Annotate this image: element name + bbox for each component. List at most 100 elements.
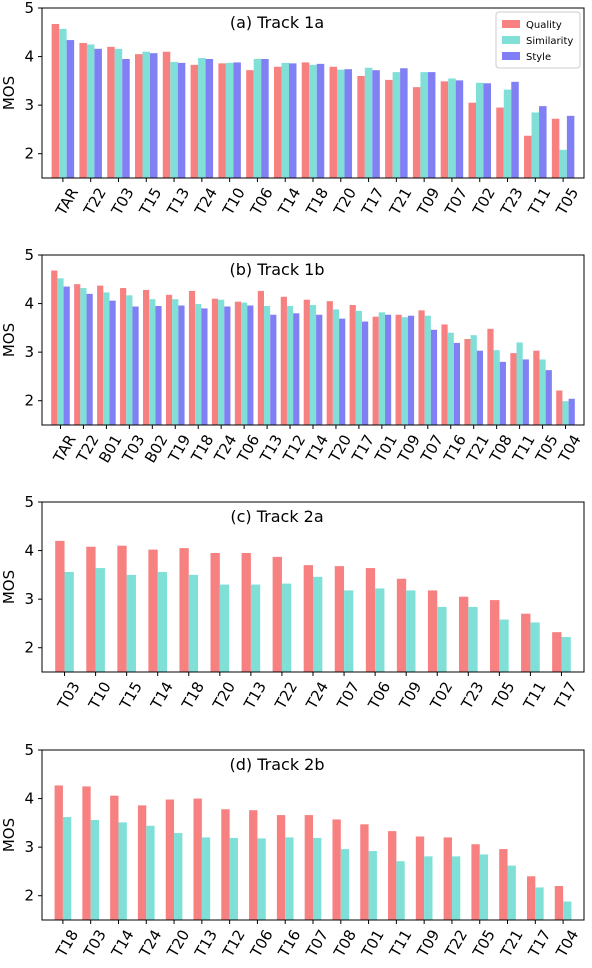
bar-quality-t09 [396,578,407,672]
bar-style-t01 [384,314,392,425]
legend-label-style: Style [526,52,551,63]
bar-style-t02 [483,83,491,178]
bar-quality-t06 [249,810,258,920]
x-tick-label: T18 [187,432,217,466]
bar-quality-t22 [79,42,87,178]
x-tick-label: T07 [302,927,332,961]
x-tick-label: T03 [107,185,137,219]
bar-similarity-t24 [198,58,206,178]
y-tick-label: 5 [24,0,34,17]
bar-similarity-t18 [188,574,199,672]
x-tick-label: TAR [52,185,82,220]
bar-similarity-t14 [281,62,289,178]
bar-similarity-t07 [448,78,456,178]
bar-similarity-b01 [103,292,110,425]
x-tick-label: T10 [219,185,249,219]
bar-similarity-t09 [401,317,408,425]
x-tick-label: T22 [271,679,301,713]
x-tick-label: T02 [426,679,456,713]
x-tick-label: T01 [371,432,401,466]
bar-similarity-t13 [201,837,211,920]
chart-panel-4: 2 3 4 5 MOS T18T03T14T24T20T13T12T06T16T07T08… [0,741,585,961]
x-tick-label: T22 [72,432,102,466]
bar-quality-t04 [556,390,563,425]
x-tick-label: T09 [413,927,443,961]
bar-similarity-t19 [172,299,179,425]
bar-style-t21 [400,68,408,178]
bar-style-t13 [177,62,186,178]
bar-quality-t20 [210,553,220,672]
bar-quality-t21 [385,79,393,178]
bar-similarity-t05 [499,619,509,672]
y-tick-label: 3 [24,96,34,114]
bar-quality-t17 [526,876,536,920]
x-tick-label: B01 [95,432,125,466]
bar-similarity-t06 [253,59,262,178]
bar-style-t22 [94,48,102,178]
x-tick-label: T06 [364,679,394,713]
x-tick-label: T20 [325,432,355,466]
bar-quality-t18 [301,62,310,178]
x-tick-label: T11 [509,432,539,466]
x-tick-label: T07 [333,679,363,713]
x-tick-label: T17 [524,927,554,961]
bar-quality-t05 [533,350,540,425]
bar-similarity-t11 [396,861,405,920]
legend-label-similarity: Similarity [526,36,573,47]
bar-similarity-t06 [375,588,385,672]
bar-quality-t17 [552,632,562,672]
bar-quality-t05 [471,844,480,920]
bar-quality-t20 [329,66,338,178]
y-tick-label: 4 [24,790,34,808]
bar-similarity-b02 [149,299,156,425]
bar-quality-t24 [211,298,219,425]
bar-style-t10 [233,62,241,178]
chart-panel-2: 2 3 4 5 MOS TART22B01T03B02T19T18T24T06T13T12… [0,246,585,466]
bar-quality-t07 [304,815,313,920]
bar-similarity-t17 [561,637,571,672]
x-tick-label: T11 [385,927,415,961]
bar-style-t22 [86,293,93,425]
bar-similarity-t22 [86,44,95,179]
bar-style-tar [66,40,75,179]
y-tick-label: 4 [24,295,34,313]
legend-swatch-similarity [502,36,520,44]
bar-quality-b01 [97,285,104,425]
legend-swatch-style [502,52,520,60]
bar-quality-t05 [490,600,500,672]
bar-quality-t15 [135,54,143,178]
x-tick-label: T05 [488,679,518,713]
bar-quality-t03 [82,786,91,920]
bar-style-t09 [427,72,436,178]
x-tick-label: T11 [524,185,554,219]
bar-similarity-t21 [470,335,477,425]
bar-quality-t12 [280,296,287,425]
x-tick-label: T07 [417,432,447,466]
bar-style-t04 [568,398,575,425]
x-tick-label: T03 [118,432,148,466]
bar-similarity-t08 [340,849,350,920]
x-tick-label: T15 [135,185,165,219]
bar-similarity-t09 [406,590,416,672]
bar-quality-t23 [458,596,469,672]
panel-title: (d) Track 2b [229,755,324,774]
bar-similarity-t17 [355,310,363,425]
bar-similarity-t03 [90,819,100,920]
bar-quality-t07 [418,310,425,425]
bar-style-t18 [316,63,325,178]
x-tick-label: T17 [358,185,388,219]
bar-style-t07 [455,80,464,178]
bar-similarity-t23 [468,606,478,672]
bar-quality-t06 [234,301,242,425]
x-tick-label: T18 [52,927,82,961]
x-tick-label: T04 [554,432,584,466]
bar-style-t09 [407,315,415,425]
bar-style-b02 [155,306,162,425]
bar-quality-tar [51,270,58,425]
bar-similarity-t20 [332,309,340,425]
bar-quality-b02 [143,289,150,425]
bar-style-t19 [178,305,185,425]
bar-style-t21 [476,350,483,425]
bar-similarity-t20 [174,833,183,920]
x-tick-label: T23 [496,185,526,219]
